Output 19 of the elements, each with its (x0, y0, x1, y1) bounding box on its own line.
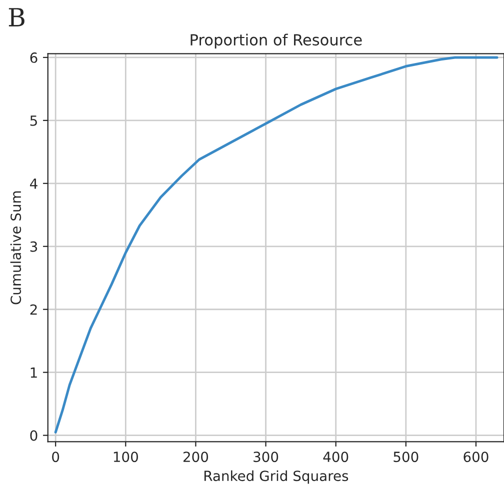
y-tick-label: 1 (30, 368, 37, 378)
x-tick-label: 400 (323, 452, 348, 462)
x-tick-label: 600 (464, 452, 488, 462)
line-series (54, 56, 498, 434)
x-tick-label: 100 (114, 452, 138, 462)
y-tick-label: 2 (30, 304, 37, 315)
y-tick-label: 5 (30, 116, 37, 126)
y-tick-label: 6 (30, 52, 38, 63)
text: B (8, 8, 24, 26)
x-tick-label: 500 (394, 452, 418, 462)
x-axis-title: Ranked Grid Squares (204, 470, 348, 484)
x-tick-label: 200 (183, 452, 208, 462)
x-tick-label: 300 (254, 452, 278, 462)
x-tick-label: 0 (52, 452, 60, 462)
y-axis-title: Cumulative Sum (10, 191, 22, 304)
y-tick-label: 4 (30, 178, 38, 189)
chart-title: Proportion of Resource (190, 34, 362, 49)
y-tick-label: 3 (30, 241, 38, 252)
y-tick-label: 0 (30, 430, 38, 441)
